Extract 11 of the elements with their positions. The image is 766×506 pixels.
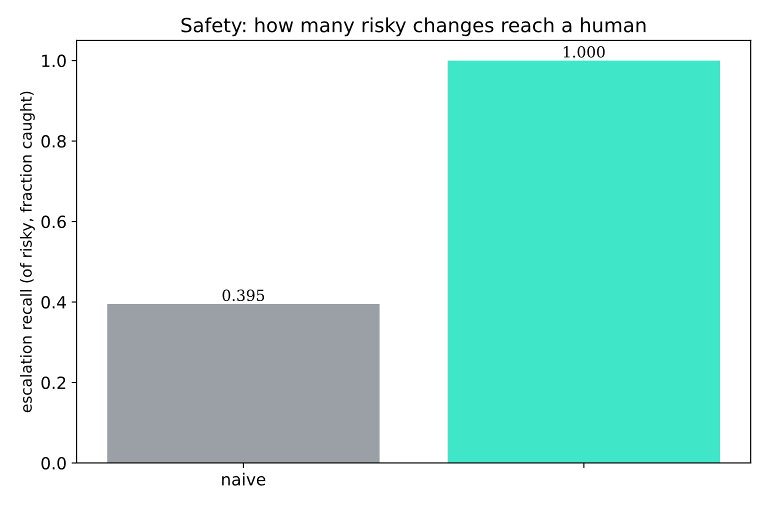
y-tick-label: 0.2 [41, 376, 66, 390]
y-tick-label: 0.8 [41, 135, 66, 148]
x-tick-label: naive [222, 472, 266, 486]
y-tick-label: 0.6 [41, 216, 66, 228]
y-tick-label: 1.0 [42, 54, 66, 68]
chart-title: Safety: how many risky changes reach a human [181, 17, 646, 36]
y-tick-label: 0.4 [41, 296, 66, 309]
data-label: 1.000 [564, 46, 605, 58]
y-tick-label: 0.0 [41, 456, 66, 470]
data-label: 0.395 [222, 290, 264, 302]
y-axis-title: escalation recall (of risky, fraction caught) [20, 92, 35, 412]
